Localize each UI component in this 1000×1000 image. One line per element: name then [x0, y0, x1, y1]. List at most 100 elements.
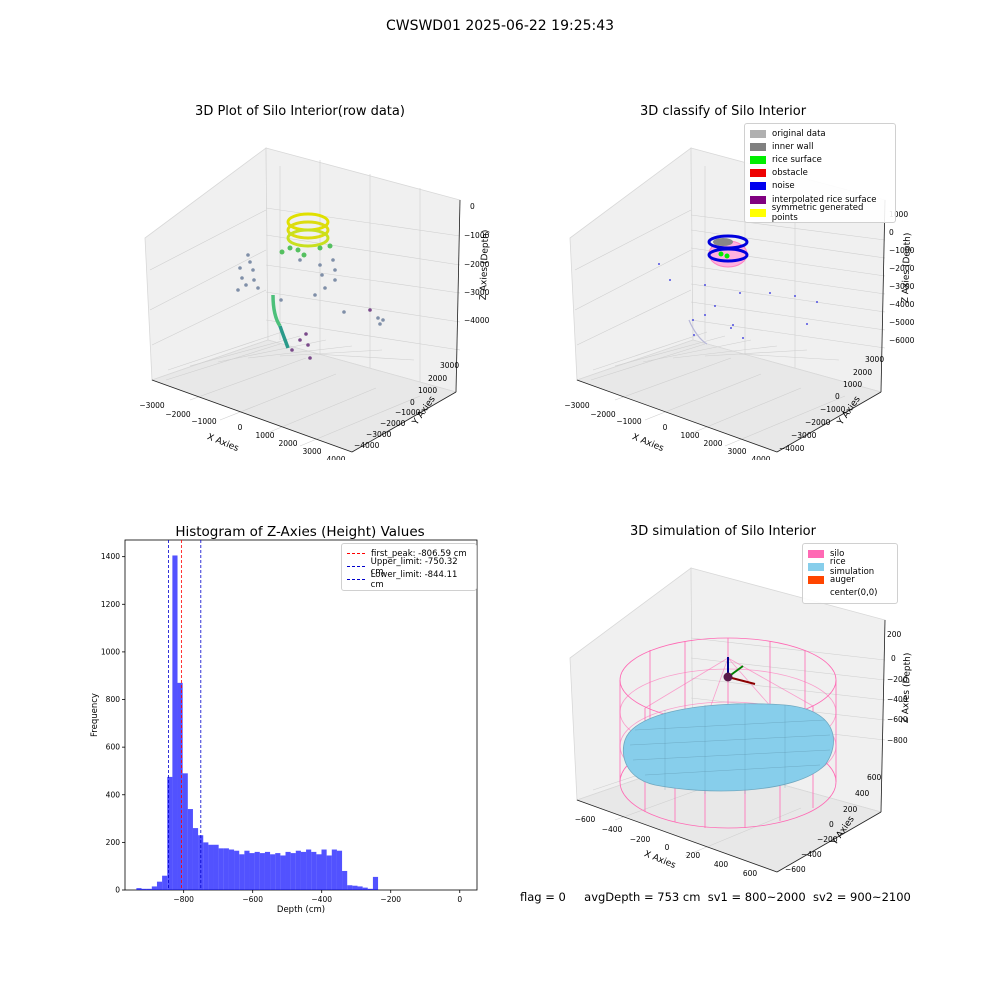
raw-3d-plot: −3000 −2000 −1000 0 1000 2000 3000 4000 … [139, 147, 491, 460]
legend-item-interpolated: interpolated rice surface [750, 193, 890, 206]
footer-sv2: sv2 = 900~2100 [812, 890, 911, 904]
raw-purple-points [290, 308, 372, 360]
histogram-bar [352, 885, 358, 890]
histogram-bar [367, 888, 373, 890]
sim-ztick: 0 [891, 654, 896, 663]
sim-xtick: −200 [630, 835, 651, 844]
sim-ztick: −400 [887, 695, 908, 704]
sim-ztick: 200 [887, 630, 902, 639]
legend-item-rice-surface: rice surface [750, 153, 890, 166]
histogram-bar [311, 851, 317, 890]
raw-data-points [236, 212, 385, 360]
raw-ytick: −1000 [395, 408, 421, 417]
histogram-ytick-label: 800 [106, 695, 121, 704]
raw-xtick: 3000 [302, 447, 321, 456]
legend-label: silo [830, 548, 845, 559]
histogram-bar [249, 853, 255, 890]
histogram-xtick-label: −800 [173, 895, 194, 904]
sim-center-marker [723, 672, 733, 682]
sim-ytick: 400 [855, 789, 870, 798]
classify-axes [576, 199, 886, 453]
histogram-bar [264, 851, 271, 890]
legend-swatch [808, 549, 824, 558]
legend-swatch [750, 155, 766, 164]
sim-xtick: 400 [714, 860, 729, 869]
classify-noise-ring-bottom [707, 247, 749, 263]
histogram-bar [362, 887, 368, 890]
sim-ztick: −600 [887, 715, 908, 724]
raw-ytick: 0 [410, 398, 415, 407]
sim-xlabel: X Axies [642, 849, 677, 871]
histogram-bar [172, 555, 178, 890]
classify-original-data-arc [688, 319, 708, 345]
classify-ztick: −3000 [889, 282, 915, 291]
sim-auger-axes [723, 657, 756, 685]
legend-swatch [808, 562, 824, 571]
sim-ytick: −600 [785, 865, 806, 874]
legend-item-auger: auger [808, 573, 892, 586]
histogram-bar [228, 849, 235, 890]
classify-ytick: 2000 [853, 368, 872, 377]
simulation-legend: silo rice simulation auger center(0,0) [802, 543, 898, 604]
legend-line [347, 579, 365, 581]
histogram-bar [146, 888, 152, 890]
legend-swatch [750, 142, 766, 151]
legend-item-center: center(0,0) [808, 587, 892, 600]
histogram-bar [136, 888, 142, 890]
histogram-xticks: −800 −600 −400 −200 0 [173, 890, 462, 904]
sim-ytick: −400 [801, 850, 822, 859]
raw-ytick: −2000 [380, 419, 406, 428]
histogram-bar [234, 850, 240, 890]
histogram-bar [182, 773, 188, 890]
raw-ytick: −4000 [354, 441, 380, 450]
raw-ztick: −3000 [464, 288, 490, 297]
histogram-bar [280, 855, 286, 890]
histogram-bar [203, 842, 209, 890]
classify-ytick: −1000 [820, 405, 846, 414]
histogram-bar [300, 851, 307, 890]
histogram-bar [239, 854, 245, 890]
raw-gridlines [149, 160, 461, 447]
histogram-bar [223, 848, 229, 890]
footer-avg-depth: avgDepth = 753 cm [584, 890, 701, 904]
histogram-ylabel: Frequency [90, 693, 100, 737]
status-footer: flag = 0 avgDepth = 753 cm sv1 = 800~200… [520, 890, 911, 904]
legend-label: obstacle [772, 168, 808, 179]
legend-label: Lower_limit: -844.11 cm [370, 569, 458, 590]
legend-label: Upper_limit: -750.32 cm [370, 556, 458, 577]
footer-sv1: sv1 = 800~2000 [707, 890, 806, 904]
histogram-bar [151, 886, 157, 890]
raw-zlabel: Z Axies (Depth) [479, 230, 491, 301]
histogram-ytick-label: 400 [106, 790, 121, 799]
raw-green-arc [271, 294, 282, 327]
raw-ztick: −2000 [464, 260, 490, 269]
classify-noise-points [658, 263, 818, 339]
histogram-ytick-label: 1200 [101, 600, 120, 609]
histogram-bar [270, 854, 276, 890]
sim-rice-mesh [629, 703, 831, 794]
legend-swatch [808, 589, 824, 598]
classify-xtick: 0 [663, 423, 668, 432]
classify-rice-surface-points [718, 251, 730, 259]
legend-swatch [750, 129, 766, 138]
histogram-bar [141, 888, 147, 890]
legend-item-lower-limit: Lower_limit: -844.11 cm [347, 570, 471, 590]
raw-xtick: 2000 [278, 439, 297, 448]
legend-label: inner wall [772, 141, 814, 152]
sim-ytick: −200 [817, 835, 838, 844]
raw-grey-points [236, 253, 385, 326]
sim-ytick: 200 [843, 805, 858, 814]
classify-ytick: 1000 [843, 380, 862, 389]
legend-item-noise: noise [750, 180, 890, 193]
classify-ztick: −4000 [889, 300, 915, 309]
raw-ztick: −1000 [464, 231, 490, 240]
histogram-bar [295, 850, 301, 890]
histogram-bar [162, 875, 168, 890]
classify-ytick: −4000 [779, 444, 805, 453]
simulation-plot-title: 3D simulation of Silo Interior [630, 524, 816, 539]
classify-ztick: 0 [889, 228, 894, 237]
legend-label: auger [830, 574, 855, 585]
sim-zlabel: Z Axies (Depth) [901, 653, 913, 724]
legend-label: symmetric generated points [771, 202, 864, 223]
histogram-bar [208, 844, 214, 890]
